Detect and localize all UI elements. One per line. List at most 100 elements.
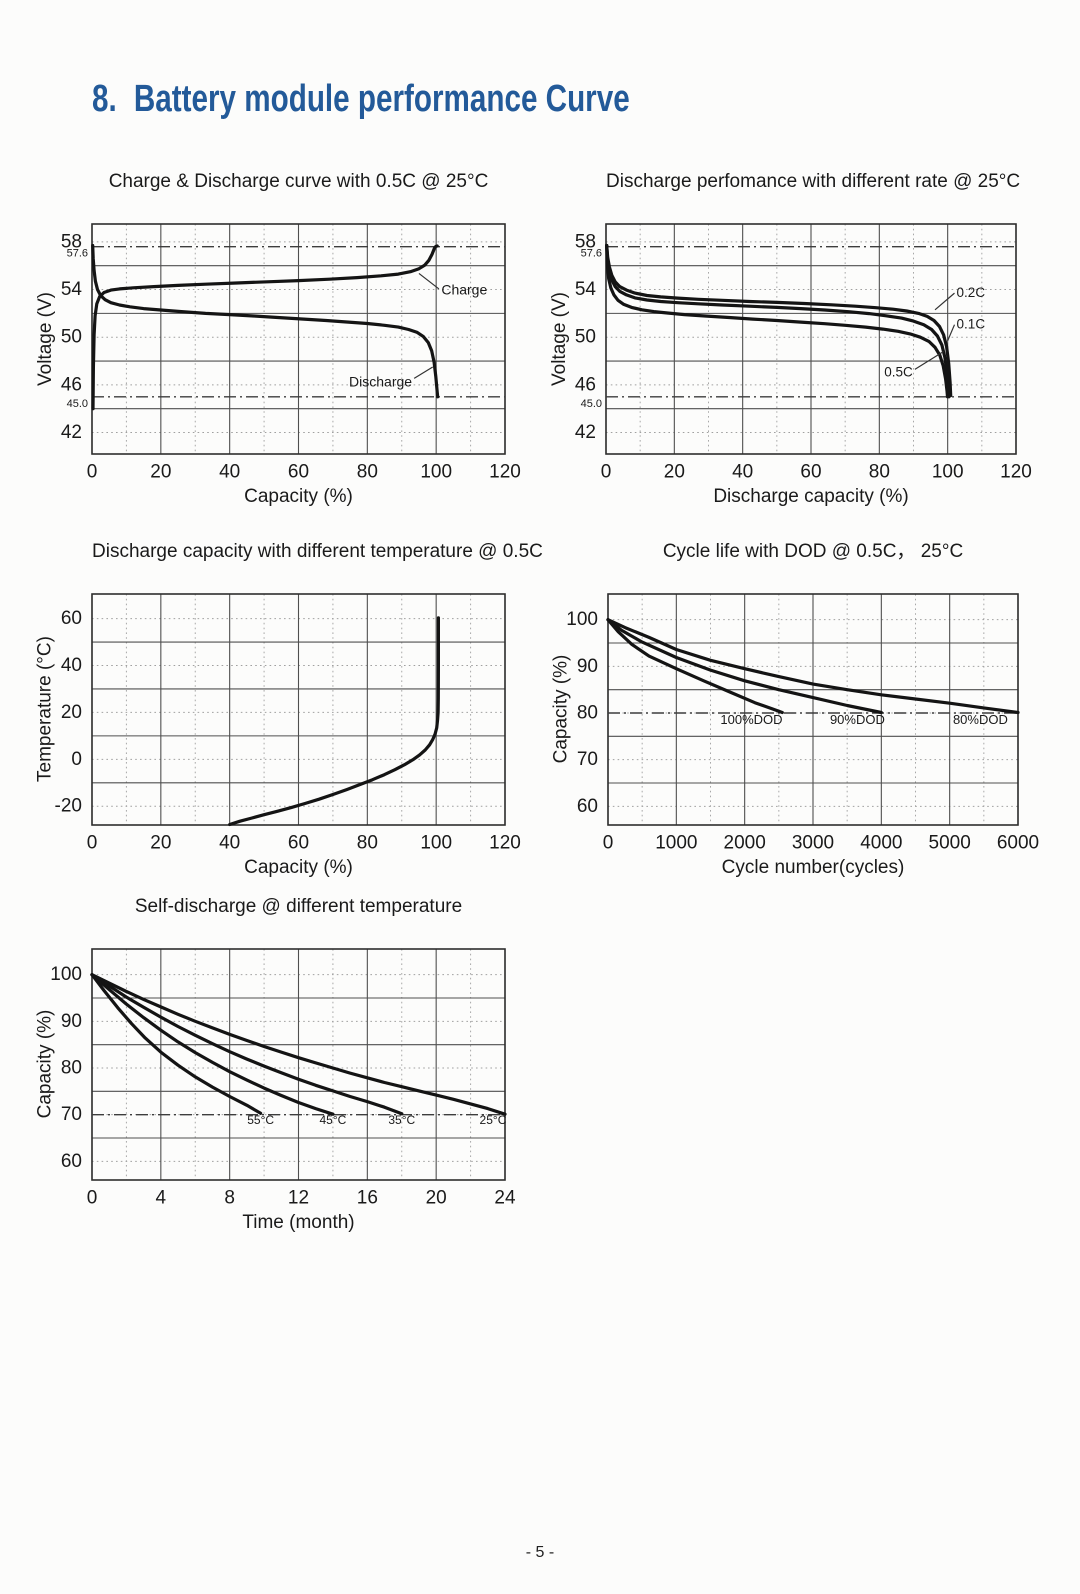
x-tick-label: 2000 [724,833,766,854]
x-tick-label: 8 [224,1188,235,1209]
plot-border [607,593,1019,826]
x-axis-label: Capacity (%) [244,486,353,507]
y-tick-label: 54 [61,279,83,300]
x-axis-label: Cycle number(cycles) [721,857,905,878]
reference-line-label: 57.6 [581,248,602,260]
section-number: 8. [92,78,117,120]
annotation-label: 25°C [480,1113,507,1127]
x-tick-label: 80 [357,833,378,854]
x-axis-label: Capacity (%) [244,857,353,878]
series-curve-Charge [91,244,439,411]
annotation-label: 80%DOD [953,712,1008,727]
x-tick-label: 0 [87,1188,98,1209]
section-title: Battery module performance Curve [133,78,630,120]
chart-canvas-self-discharge: 55°C 45°C 35°C 25°C 0 4 8 12 16 20 24 60 70 80 90 100 [50,948,516,1209]
chart-discharge-temperature: Discharge capacity with different temper… [30,541,543,893]
y-tick-label: 60 [61,608,82,629]
reference-line-label: 45.0 [581,398,602,410]
y-tick-label: 90 [61,1011,82,1032]
y-tick-label: 100 [566,609,598,630]
chart-title: Self-discharge @ different temperature [134,896,463,917]
series-curve-0.1C [605,243,953,398]
annotation-label: Charge [441,282,487,298]
x-tick-label: 1000 [655,833,697,854]
y-tick-label: 42 [61,422,82,443]
x-tick-label: 0 [603,833,614,854]
x-tick-label: 40 [732,462,753,483]
chart-discharge-rate: Discharge perfomance with different rate… [544,171,1039,523]
y-tick-label: 58 [575,231,596,252]
y-tick-label: 80 [577,703,598,724]
x-tick-label: 60 [288,833,309,854]
chart-charge-discharge: Charge & Discharge curve with 0.5C @ 25°… [30,171,525,523]
y-tick-label: 20 [61,702,82,723]
y-tick-label: 46 [61,374,82,395]
x-axis-label: Discharge capacity (%) [713,486,909,507]
annotation-label: 0.2C [957,285,986,300]
series-curve-100%DOD [606,618,784,715]
x-tick-label: 100 [420,462,452,483]
x-tick-label: 6000 [997,833,1039,854]
y-tick-label: 50 [575,327,596,348]
plot-border [605,223,1017,455]
annotation-label: 0.1C [957,317,986,332]
series-curve-0.5C capacity vs temperature [228,616,440,827]
y-tick-label: 0 [71,749,82,770]
chart-cycle-life: Cycle life with DOD @ 0.5C， 25°C Capacit… [546,541,1041,893]
x-tick-label: 40 [219,462,240,483]
x-tick-label: 20 [664,462,685,483]
y-tick-label: 60 [577,796,598,817]
x-tick-label: 0 [601,462,612,483]
chart-title: Discharge perfomance with different rate… [606,171,1021,192]
x-tick-label: 4000 [860,833,902,854]
series-curve-25°C [90,973,507,1116]
plot-border [91,948,506,1181]
x-tick-label: 20 [150,462,171,483]
y-tick-label: 58 [61,231,82,252]
x-tick-label: 120 [489,833,521,854]
x-tick-label: 20 [426,1188,447,1209]
y-tick-label: 80 [61,1058,82,1079]
chart-canvas-cycle-life: 100%DOD 90%DOD 80%DOD 0 1000 2000 3000 4000 5000… [566,593,1039,854]
annotation-leader [934,292,955,311]
y-tick-label: 42 [575,422,596,443]
y-tick-label: 90 [577,656,598,677]
annotation-leader [947,324,956,342]
annotation-leader [413,366,434,379]
chart-canvas-discharge-rate: 57.6 45.0 0.2C 0.1C 0.5C 0 20 40 60 80 100 120 42 46 5… [575,223,1032,483]
reference-line-label: 57.6 [67,248,88,260]
x-tick-label: 16 [357,1188,378,1209]
annotation-label: Discharge [349,373,412,389]
reference-line-label: 45.0 [67,398,88,410]
annotation-leader [418,272,440,290]
y-tick-label: 70 [61,1104,82,1125]
series-curve-90%DOD [606,618,883,715]
x-tick-label: 12 [288,1188,309,1209]
chart-title: Cycle life with DOD @ 0.5C， 25°C [662,541,964,562]
y-tick-label: 70 [577,749,598,770]
annotation-label: 90%DOD [830,712,885,727]
x-tick-label: 20 [150,833,171,854]
y-tick-label: 60 [61,1151,82,1172]
y-tick-label: 40 [61,655,82,676]
series-curve-Discharge [91,243,440,399]
x-axis-label: Time (month) [242,1212,355,1233]
chart-canvas-charge-discharge: 57.6 45.0 Charge Discharge 0 20 40 60 80 100 120 42… [61,223,521,483]
x-tick-label: 100 [932,462,964,483]
y-tick-label: 50 [61,327,82,348]
series-curve-35°C [90,973,404,1116]
x-tick-label: 0 [87,833,98,854]
plot-border [91,593,506,826]
annotation-label: 35°C [388,1113,415,1127]
page-number: - 5 - [525,1544,555,1561]
chart-self-discharge: Self-discharge @ different temperature C… [30,896,525,1248]
series-curve-0.2C [605,243,951,399]
x-tick-label: 24 [494,1188,516,1209]
annotation-label: 0.5C [884,364,913,379]
x-tick-label: 4 [156,1188,167,1209]
annotation-label: 45°C [320,1113,347,1127]
annotation-label: 55°C [247,1113,274,1127]
x-tick-label: 120 [1000,462,1032,483]
